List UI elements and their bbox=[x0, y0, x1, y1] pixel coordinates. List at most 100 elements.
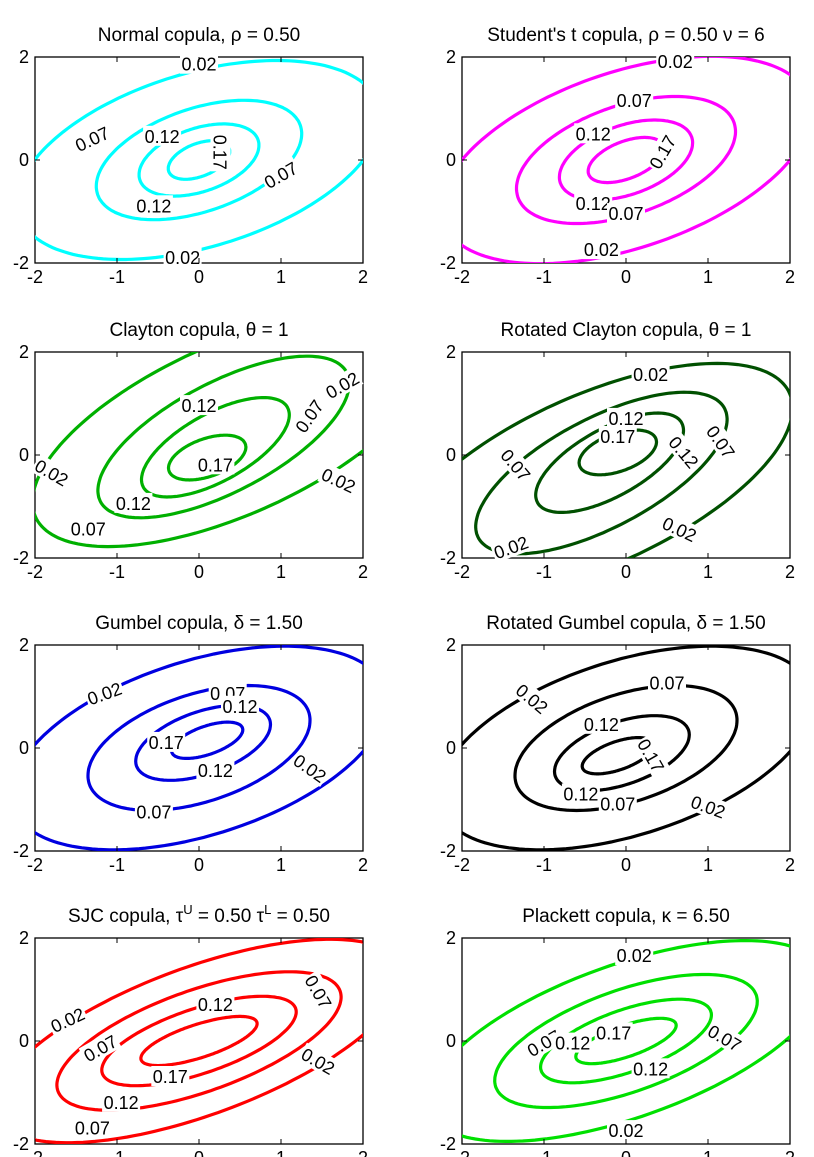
panel-title-part: = 1.50 bbox=[244, 613, 303, 634]
panel-title-part: Clayton copula, bbox=[109, 320, 245, 341]
contour-line-0.17 bbox=[166, 433, 248, 482]
copula-panel-8: Plackett copula, κ = 6.500.020.070.120.1… bbox=[440, 906, 795, 1157]
contour-line-0.12 bbox=[134, 703, 273, 782]
contour-label-text: 0.12 bbox=[576, 124, 611, 144]
contour-line-0.12 bbox=[557, 118, 695, 202]
contour-label-text: 0.17 bbox=[149, 733, 184, 753]
copula-panel-6: Rotated Gumbel copula, δ = 1.500.02 0.070… bbox=[440, 613, 795, 875]
panel-title: Student's t copula, ρ = 0.50 ν = 6 bbox=[487, 25, 764, 46]
x-tick-label: -1 bbox=[109, 855, 125, 875]
panel-title: Rotated Clayton copula, θ = 1 bbox=[501, 320, 752, 341]
panel-title: Plackett copula, κ = 6.50 bbox=[522, 906, 730, 927]
copula-panel-5: Gumbel copula, δ = 1.500.02 0.070.120.170… bbox=[13, 613, 368, 875]
x-tick-label: 2 bbox=[785, 855, 795, 875]
x-tick-label: -2 bbox=[454, 1148, 470, 1157]
contour-label-text: 0.12 bbox=[555, 1034, 590, 1054]
y-tick-label: 2 bbox=[446, 47, 456, 67]
panel-title-part: ρ bbox=[648, 25, 659, 46]
contour-label: 0.07 bbox=[134, 801, 173, 822]
panel-title-part: = 1.50 bbox=[707, 613, 766, 634]
contour-label: 0.12 bbox=[607, 407, 645, 429]
x-tick-label: 0 bbox=[194, 267, 204, 287]
contour-line-0.07 bbox=[55, 970, 343, 1112]
y-tick-label: 2 bbox=[19, 342, 29, 362]
y-tick-label: 2 bbox=[19, 47, 29, 67]
contour-label: 0.12 bbox=[574, 192, 613, 214]
contour-label: 0.02 bbox=[582, 239, 621, 260]
x-tick-label: 0 bbox=[621, 562, 631, 582]
copula-panel-3: Clayton copula, θ = 10.020.070.120.170.0… bbox=[13, 320, 368, 582]
contour-label-text: 0.12 bbox=[181, 396, 216, 416]
panel-title-part: θ bbox=[709, 320, 720, 341]
contour-line-0.07 bbox=[513, 683, 739, 813]
y-tick-label: 0 bbox=[446, 150, 456, 170]
contour-label-text: 0.02 bbox=[617, 946, 652, 966]
contour-label-text: 0.07 bbox=[617, 91, 652, 111]
contour-line-0.12 bbox=[552, 714, 691, 793]
x-tick-label: 2 bbox=[785, 562, 795, 582]
x-tick-label: 1 bbox=[276, 855, 286, 875]
x-tick-label: 1 bbox=[703, 855, 713, 875]
y-tick-label: 0 bbox=[19, 150, 29, 170]
contour-label-text: 0.02 bbox=[181, 55, 216, 75]
contour-label: 0.07 bbox=[69, 518, 108, 540]
x-tick-label: -1 bbox=[536, 562, 552, 582]
y-tick-label: -2 bbox=[440, 841, 456, 861]
y-tick-label: 2 bbox=[446, 635, 456, 655]
x-tick-label: -2 bbox=[27, 1148, 43, 1157]
contour-line-0.07 bbox=[96, 354, 351, 520]
y-tick-label: 2 bbox=[19, 928, 29, 948]
panel-title-part: ρ bbox=[231, 25, 242, 46]
x-tick-label: -2 bbox=[454, 562, 470, 582]
panel-title-part: Plackett copula, bbox=[522, 906, 661, 927]
contour-label-text: 0.02 bbox=[165, 248, 200, 268]
y-tick-label: 0 bbox=[19, 738, 29, 758]
panel-title-part: L bbox=[264, 902, 271, 917]
contour-label: 0.17 bbox=[210, 133, 231, 172]
contour-line-0.12 bbox=[539, 997, 713, 1085]
contour-label-text: 0.12 bbox=[198, 761, 233, 781]
x-tick-label: -1 bbox=[536, 267, 552, 287]
contour-line-0.02 bbox=[462, 361, 790, 558]
contour-label-text: 0.17 bbox=[210, 135, 230, 170]
contour-label-text: 0.02 bbox=[658, 52, 693, 72]
x-tick-label: 2 bbox=[358, 855, 368, 875]
contour-label: 0.12 bbox=[180, 395, 218, 416]
x-tick-label: 1 bbox=[276, 1148, 286, 1157]
contour-label-text: 0.17 bbox=[596, 1023, 631, 1043]
contour-label-text: 0.12 bbox=[104, 1093, 139, 1113]
contour-label-text: 0.07 bbox=[608, 204, 643, 224]
y-tick-label: 0 bbox=[446, 1031, 456, 1051]
contour-label: 0.17 bbox=[598, 426, 637, 447]
x-tick-label: -1 bbox=[109, 562, 125, 582]
y-tick-label: 2 bbox=[446, 342, 456, 362]
panel-title: Gumbel copula, δ = 1.50 bbox=[95, 613, 303, 634]
contour-label-text: 0.12 bbox=[116, 494, 151, 514]
panel-title-part: Normal copula, bbox=[98, 25, 231, 46]
panel-title-part: = 1 bbox=[719, 320, 751, 341]
x-tick-label: -1 bbox=[109, 1148, 125, 1157]
contour-line-0.12 bbox=[137, 122, 261, 198]
panel-title-part: Rotated Clayton copula, bbox=[501, 320, 709, 341]
x-tick-label: 0 bbox=[621, 855, 631, 875]
x-tick-label: -2 bbox=[27, 267, 43, 287]
panel-title-part: = 1 bbox=[256, 320, 288, 341]
plot-frame bbox=[34, 56, 364, 264]
x-tick-label: -2 bbox=[454, 267, 470, 287]
contour-label: 0.12 bbox=[631, 1058, 670, 1079]
copula-panel-2: Student's t copula, ρ = 0.50 ν = 6 0.02 0.… bbox=[440, 25, 795, 287]
y-tick-label: 2 bbox=[19, 635, 29, 655]
x-tick-label: 1 bbox=[703, 562, 713, 582]
y-tick-label: -2 bbox=[440, 1134, 456, 1154]
contour-label-text: 0.02 bbox=[584, 240, 619, 260]
x-tick-label: -1 bbox=[536, 855, 552, 875]
y-tick-label: 0 bbox=[19, 445, 29, 465]
contour-line-0.02 bbox=[462, 57, 790, 263]
contour-label: 0.12 bbox=[114, 492, 153, 514]
contour-label-text: 0.02 bbox=[633, 365, 668, 385]
y-tick-label: 2 bbox=[446, 928, 456, 948]
panel-title-part: = 0.50 bbox=[193, 906, 257, 927]
x-tick-label: -2 bbox=[27, 855, 43, 875]
plot-frame bbox=[461, 56, 791, 264]
panel-title-part: δ bbox=[696, 613, 707, 634]
